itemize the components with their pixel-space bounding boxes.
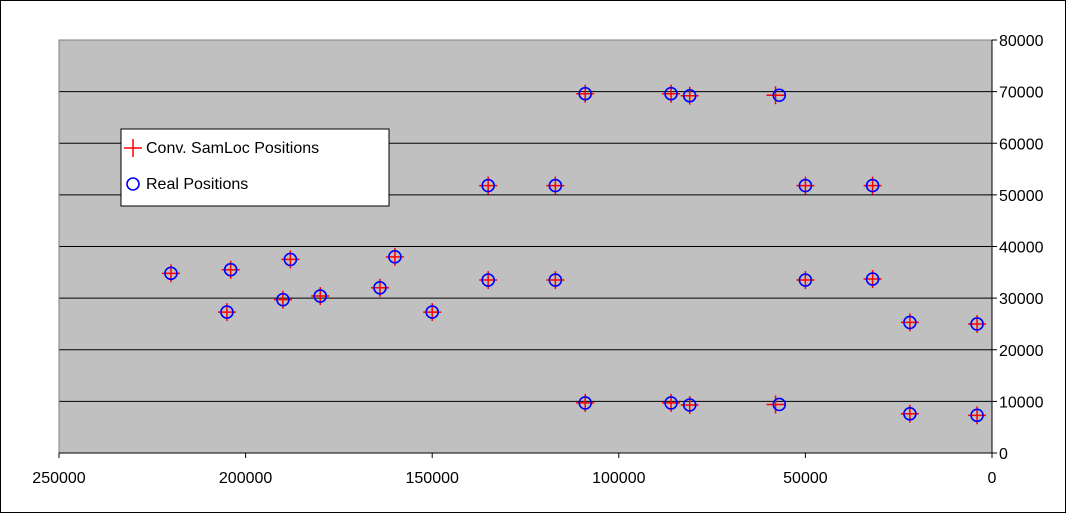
data-point-circle (865, 178, 880, 193)
data-point-circle (664, 396, 678, 410)
legend-item-conv-samloc: Conv. SamLoc Positions (124, 139, 319, 157)
data-point-circle (425, 305, 440, 319)
data-point-circle (388, 250, 402, 264)
data-point-circle (481, 178, 495, 193)
data-point-circle (798, 178, 813, 193)
data-point-circle (373, 280, 387, 295)
y-tick-label: 20000 (999, 343, 1044, 360)
data-markers (161, 84, 987, 425)
y-axis-ticks: 0 10000 20000 30000 40000 50000 60000 70000 8000… (992, 33, 1044, 463)
data-point-circle (682, 398, 697, 412)
x-tick-label: 50000 (783, 470, 828, 487)
y-tick-label: 70000 (999, 85, 1044, 102)
data-point-circle (548, 178, 563, 193)
data-point-circle (664, 86, 678, 101)
data-point-circle (970, 317, 984, 331)
data-point-plus (766, 395, 785, 414)
legend-label: Conv. SamLoc Positions (146, 140, 319, 157)
circle-marker-icon (126, 177, 140, 191)
data-point-circle (970, 408, 984, 423)
y-tick-label: 50000 (999, 188, 1044, 205)
data-point-circle (220, 305, 234, 319)
data-point-circle (313, 289, 328, 303)
y-tick-label: 60000 (999, 136, 1044, 153)
data-point-circle (682, 88, 697, 103)
legend-label: Real Positions (146, 176, 248, 193)
data-point-circle (578, 86, 593, 101)
legend-circle (126, 177, 140, 191)
x-axis-ticks: 250000 200000 150000 100000 50000 0 (32, 453, 997, 487)
legend: Conv. SamLoc Positions Real Positions (120, 128, 390, 207)
data-point-circle (903, 406, 917, 421)
data-point-circle (164, 266, 178, 281)
y-tick-label: 30000 (999, 291, 1044, 308)
y-tick-label: 0 (999, 446, 1008, 463)
x-tick-label: 200000 (219, 470, 272, 487)
data-point-circle (223, 262, 238, 277)
x-tick-label: 100000 (592, 470, 645, 487)
x-tick-label: 150000 (406, 470, 459, 487)
data-point-circle (548, 273, 563, 287)
plus-marker-icon (124, 139, 142, 157)
data-point-circle (772, 88, 787, 103)
legend-item-real-positions: Real Positions (126, 176, 248, 193)
legend-box (120, 128, 390, 207)
legend-plus (124, 139, 142, 157)
y-tick-label: 40000 (999, 240, 1044, 257)
data-point-plus (766, 86, 785, 105)
data-point-circle (578, 396, 593, 410)
data-point-circle (772, 397, 787, 412)
y-tick-label: 80000 (999, 33, 1044, 50)
data-point-circle (481, 273, 495, 287)
data-point-circle (798, 273, 813, 287)
data-point-circle (276, 292, 290, 307)
data-point-circle (903, 315, 917, 330)
data-point-circle (865, 272, 880, 286)
x-tick-label: 250000 (32, 470, 85, 487)
data-point-circle (283, 252, 298, 267)
x-tick-label: 0 (988, 470, 997, 487)
y-tick-label: 10000 (999, 394, 1044, 411)
